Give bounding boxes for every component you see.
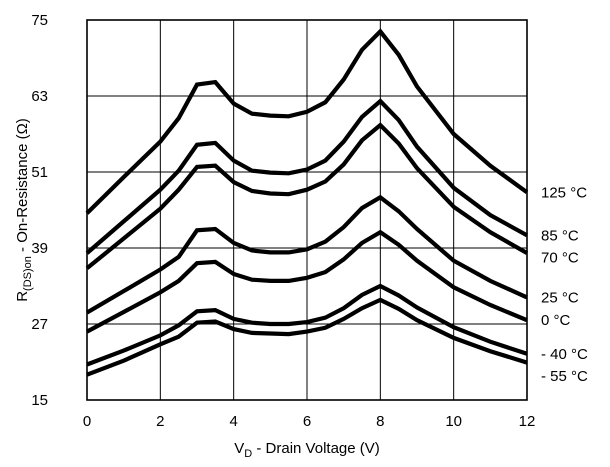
plot-frame [86,19,528,401]
series-label: 0 °C [541,312,571,329]
series-line [85,194,528,315]
y-tick-label: 27 [31,316,48,333]
y-tick-label: 51 [31,164,48,181]
x-tick-label: 4 [229,413,237,430]
y-tick-label: 39 [31,240,48,257]
series-line [86,297,528,377]
series-label: 70 °C [541,249,579,266]
x-tick-label: 12 [519,413,536,430]
series-line [86,229,528,334]
x-tick-label: 0 [83,413,91,430]
series-lines [85,28,529,377]
series-label: - 40 °C [541,346,588,363]
series-labels: 125 °C 85 °C 70 °C 25 °C 0 °C - 40 °C - 55 °C [541,184,588,385]
y-tick-label: 75 [31,12,48,29]
x-tick-labels: 0 2 4 6 8 10 12 [83,413,536,430]
series-label: 25 °C [541,289,579,306]
y-axis-label: R(DS)on - On-Resistance (Ω) [14,118,34,302]
x-axis-label: VD - Drain Voltage (V) [234,440,380,460]
y-tick-labels: 15 27 39 51 63 75 [31,12,48,409]
y-tick-label: 63 [31,88,48,105]
x-tick-label: 8 [376,413,384,430]
series-line [85,122,529,270]
y-tick-label: 15 [31,392,48,409]
series-line [85,98,529,255]
series-line [85,28,529,215]
series-label: 85 °C [541,227,579,244]
x-tick-label: 6 [303,413,311,430]
series-label: 125 °C [541,184,587,201]
series-line [86,283,528,367]
series-label: - 55 °C [541,368,588,385]
x-tick-label: 2 [156,413,164,430]
x-tick-label: 10 [445,413,462,430]
